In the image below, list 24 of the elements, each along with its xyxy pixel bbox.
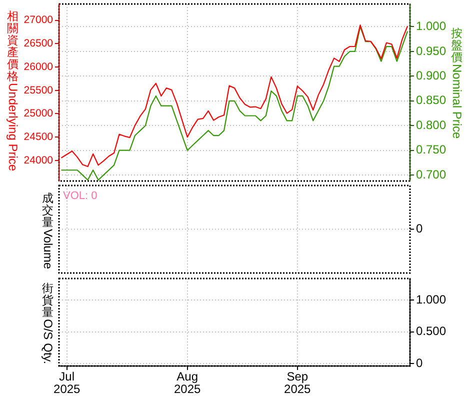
- y-tick-label: 25500: [24, 84, 54, 96]
- y-tick-label: 26500: [24, 38, 54, 50]
- y2-tick-label: 0.900: [416, 68, 446, 82]
- x-tick-label: Jul 2025: [54, 370, 81, 396]
- x-tick-label: Sep 2025: [284, 370, 312, 396]
- y-tick-label: 26000: [24, 60, 54, 73]
- y-tick-label: 25000: [24, 108, 54, 120]
- y2-tick-label: 0.850: [416, 93, 446, 108]
- y-tick-label: 0.500: [416, 324, 446, 338]
- y2-tick-label: 0.950: [416, 44, 446, 58]
- y2-tick-label: 0.750: [416, 142, 446, 157]
- y-tick-label: 24000: [24, 154, 54, 166]
- y-tick-label: 0: [416, 356, 423, 370]
- text: VOL: 0: [63, 190, 98, 202]
- y-tick-label: 24500: [24, 130, 54, 143]
- y2-tick-label: 0.800: [416, 118, 446, 132]
- y-axis-title: 街貨量O/S Qty.: [41, 283, 55, 364]
- y2-tick-label: 0.700: [416, 167, 446, 182]
- y-tick-label: 27000: [24, 14, 54, 26]
- x-tick-label: Aug 2025: [174, 370, 202, 396]
- y-tick-label: 1.000: [416, 292, 446, 306]
- text: 成交量Volume: [41, 193, 55, 270]
- y2-axis-title: 按盤價Nominal Price: [450, 28, 464, 139]
- y-axis-title: 相關資產價格Underlying Price: [6, 11, 20, 172]
